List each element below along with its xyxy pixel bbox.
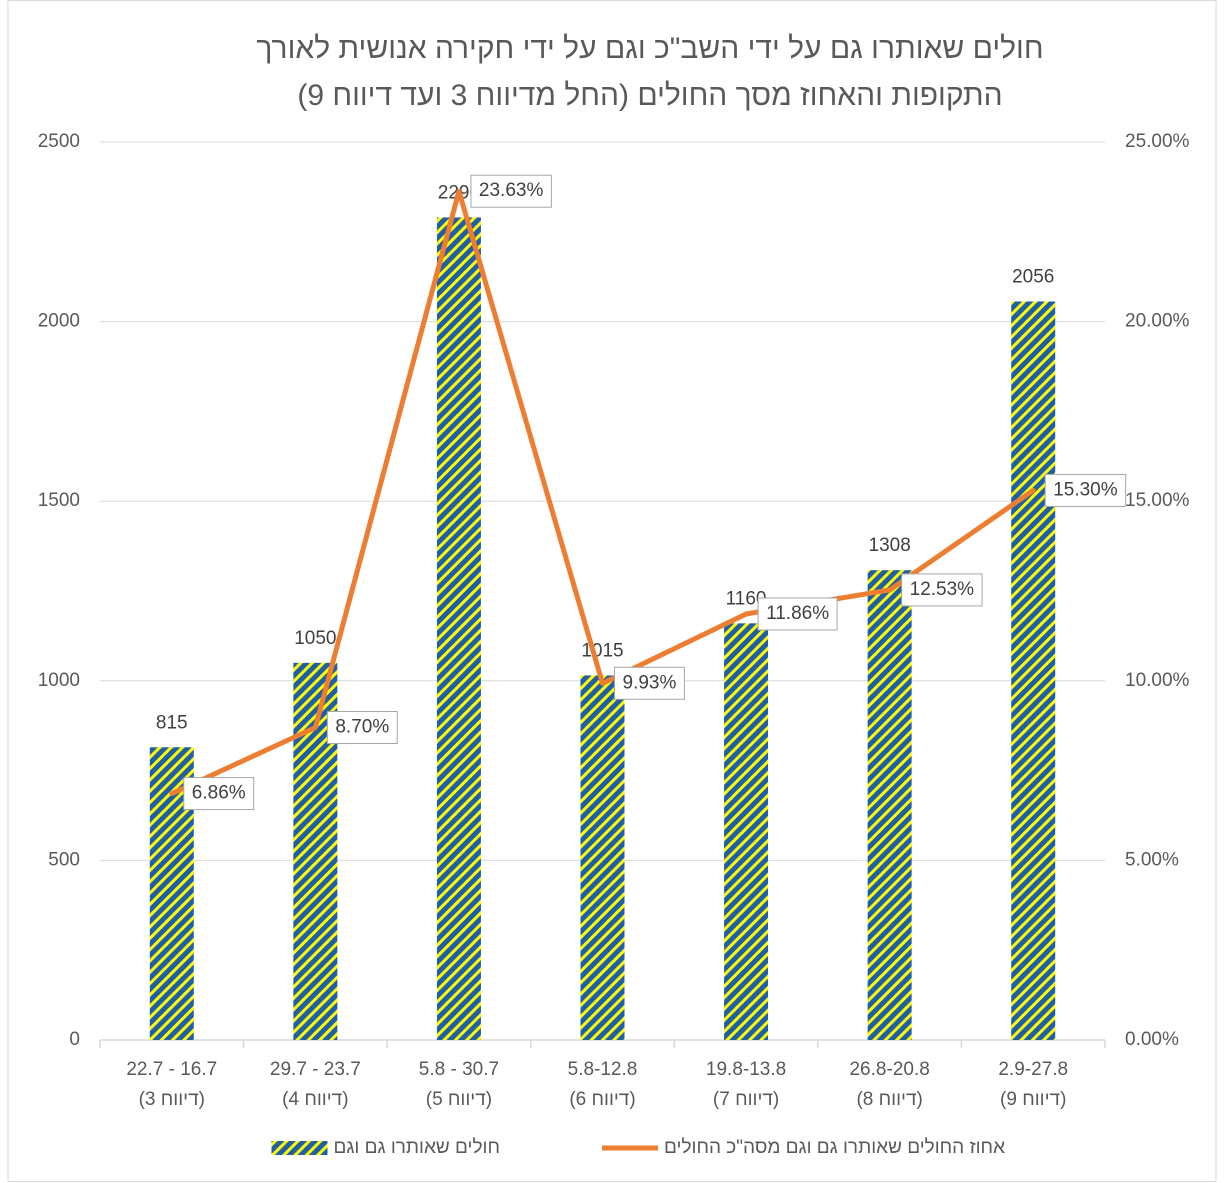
bar [580, 675, 625, 1040]
data-label-box: 23.63% [470, 174, 552, 208]
x-tick-label: (דיווח 5) [426, 1089, 492, 1110]
y2-tick-label: 10.00% [1125, 670, 1190, 691]
x-tick-label: (דיווח 9) [1000, 1089, 1066, 1110]
data-label: 8.70% [335, 717, 389, 738]
x-tick-label: 2.9-27.8 [998, 1059, 1068, 1080]
x-tick-label: 19.8-13.8 [706, 1059, 786, 1080]
label-box [901, 573, 983, 607]
chart-title: חולים שאותרו גם על ידי השב"כ וגם על ידי … [256, 32, 1043, 65]
data-label: 1050 [294, 628, 336, 649]
data-label-box: 9.93% [614, 666, 685, 700]
y2-tick-label: 25.00% [1125, 131, 1190, 152]
data-label: 1160 [726, 588, 767, 609]
y-tick-label: 500 [48, 849, 80, 870]
x-tick-label: 22.7 - 16.7 [126, 1059, 217, 1080]
x-tick-label: (דיווח 8) [856, 1089, 922, 1110]
data-label: 15.30% [1053, 479, 1118, 500]
data-label: 6.86% [192, 783, 246, 804]
label-box [757, 597, 838, 631]
label-box [183, 777, 255, 811]
y-tick-label: 1500 [38, 490, 80, 511]
legend-swatch [271, 1141, 328, 1155]
data-label-box: 6.86% [183, 777, 255, 811]
data-label-box: 12.53% [901, 573, 983, 607]
legend-label: חולים שאותרו גם וגם [333, 1137, 500, 1158]
bar [724, 623, 769, 1040]
x-tick-label: 5.8-12.8 [568, 1059, 638, 1080]
data-label: 9.93% [623, 672, 677, 693]
data-label-box: 15.30% [1044, 473, 1127, 507]
data-label-box: 11.86% [757, 597, 838, 631]
legend-label: אחוז החולים שאותרו גם וגם מסה"כ החולים [664, 1137, 1005, 1158]
y-tick-label: 1000 [38, 670, 80, 691]
label-box [326, 710, 398, 744]
x-tick-label: 26.8-20.8 [849, 1059, 929, 1080]
label-box [470, 174, 552, 208]
chart-title: התקופות והאחוז מסך החולים (החל מדיווח 3 … [297, 79, 1002, 112]
y-tick-label: 2000 [38, 311, 80, 332]
data-label: 1308 [869, 535, 911, 556]
y2-tick-label: 0.00% [1125, 1029, 1179, 1050]
y2-tick-label: 15.00% [1125, 490, 1190, 511]
x-tick-label: (דיווח 4) [282, 1089, 348, 1110]
y2-tick-label: 5.00% [1125, 849, 1179, 870]
bar [1011, 301, 1056, 1040]
data-label: 11.86% [766, 603, 829, 624]
bar [867, 570, 912, 1040]
data-label: 12.53% [910, 579, 975, 600]
x-tick-label: (דיווח 3) [139, 1089, 205, 1110]
x-tick-label: 29.7 - 23.7 [270, 1059, 361, 1080]
y-tick-label: 2500 [38, 131, 80, 152]
y-tick-label: 0 [69, 1029, 80, 1050]
data-label: 815 [156, 712, 188, 733]
data-label: 2056 [1012, 267, 1054, 288]
y2-tick-label: 20.00% [1125, 311, 1190, 332]
data-label: 23.63% [479, 180, 544, 201]
line [169, 188, 1036, 797]
data-label: 1015 [581, 640, 623, 661]
x-tick-label: 5.8 - 30.7 [419, 1059, 499, 1080]
x-tick-label: (דיווח 7) [713, 1089, 779, 1110]
x-tick-label: (דיווח 6) [569, 1089, 635, 1110]
label-box [614, 666, 685, 700]
label-box [1044, 473, 1127, 507]
bar [436, 217, 481, 1040]
data-label-box: 8.70% [326, 710, 398, 744]
